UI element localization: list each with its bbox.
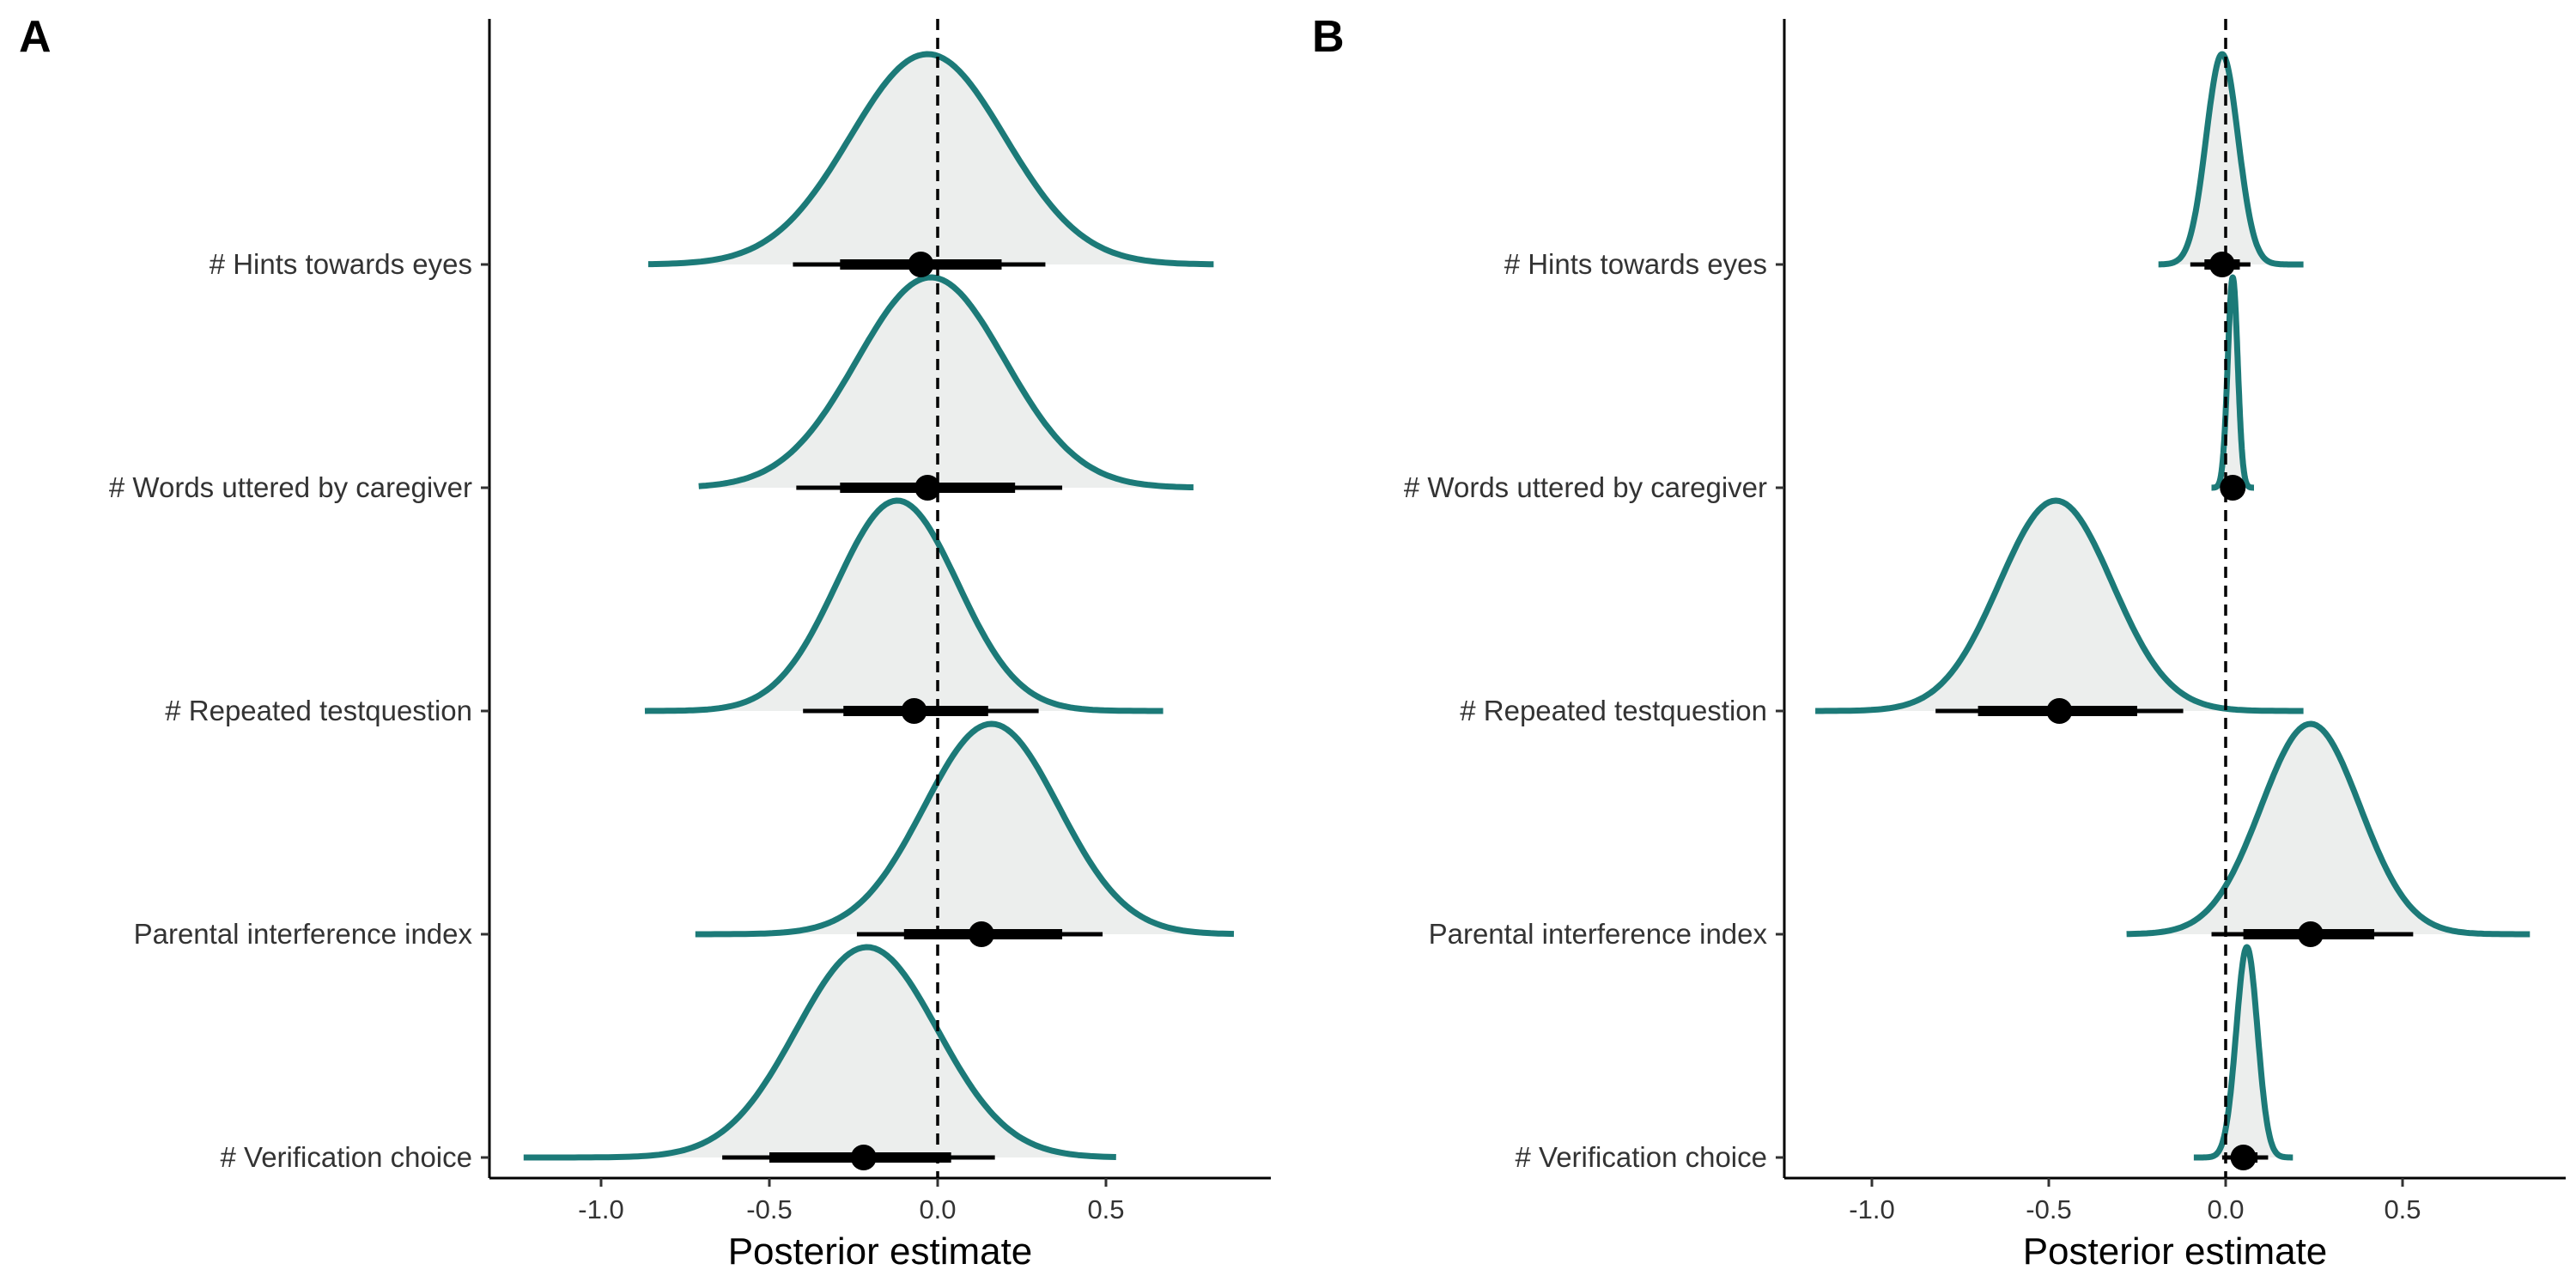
median-point-hints-towards-eyes bbox=[908, 252, 934, 277]
density-fill-words-uttered-by-caregiver bbox=[698, 277, 1194, 488]
x-axis-title: Posterior estimate bbox=[2023, 1230, 2328, 1273]
panel-letter: A bbox=[19, 12, 52, 62]
density-curve-verification-choice bbox=[523, 944, 1116, 1161]
y-tick-label: Parental interference index bbox=[1429, 918, 1768, 950]
x-axis-title: Posterior estimate bbox=[728, 1230, 1033, 1273]
density-fill-hints-towards-eyes bbox=[647, 54, 1214, 264]
density-fill-verification-choice bbox=[2193, 947, 2293, 1157]
y-tick-label: # Words uttered by caregiver bbox=[1404, 471, 1767, 503]
x-tick-label: -1.0 bbox=[578, 1194, 623, 1224]
density-fill-repeated-testquestion bbox=[645, 501, 1163, 711]
x-tick-label: -1.0 bbox=[1849, 1194, 1894, 1224]
median-point-verification-choice bbox=[2230, 1145, 2257, 1170]
density-curve-parental-interference-index bbox=[2126, 720, 2530, 938]
y-tick-label: # Verification choice bbox=[220, 1141, 472, 1173]
density-curve-words-uttered-by-caregiver bbox=[2208, 274, 2257, 491]
y-tick-label: Parental interference index bbox=[134, 918, 473, 950]
density-curve-verification-choice bbox=[2191, 944, 2295, 1161]
x-tick-label: 0.0 bbox=[919, 1194, 956, 1224]
x-tick-label: -0.5 bbox=[746, 1194, 792, 1224]
median-point-hints-towards-eyes bbox=[2208, 252, 2235, 277]
y-tick-label: # Words uttered by caregiver bbox=[109, 471, 472, 503]
x-tick-label: 0.5 bbox=[2384, 1194, 2421, 1224]
y-tick-label: # Hints towards eyes bbox=[210, 248, 472, 280]
density-curve-hints-towards-eyes bbox=[647, 51, 1214, 268]
median-point-repeated-testquestion bbox=[901, 698, 927, 724]
panel-b: B # Hints towards eyes # Words uttered by … bbox=[1312, 12, 2566, 1273]
y-tick-label: # Repeated testquestion bbox=[1460, 695, 1767, 726]
density-curve-repeated-testquestion bbox=[644, 497, 1163, 714]
median-point-words-uttered-by-caregiver bbox=[914, 475, 941, 501]
y-tick-label: # Hints towards eyes bbox=[1504, 248, 1767, 280]
median-point-repeated-testquestion bbox=[2046, 698, 2073, 724]
density-fill-repeated-testquestion bbox=[1815, 501, 2304, 711]
x-tick-label: -0.5 bbox=[2026, 1194, 2071, 1224]
y-tick-label: # Verification choice bbox=[1515, 1141, 1767, 1173]
density-fill-verification-choice bbox=[523, 947, 1116, 1157]
density-curve-hints-towards-eyes bbox=[2156, 51, 2306, 268]
median-point-parental-interference-index bbox=[2297, 921, 2324, 947]
panel-a: A # Hints towards eyes # Words uttered by … bbox=[19, 12, 1271, 1273]
panel-letter: B bbox=[1312, 12, 1345, 62]
x-tick-label: 0.0 bbox=[2207, 1194, 2244, 1224]
density-curve-repeated-testquestion bbox=[1815, 497, 2304, 714]
density-fill-parental-interference-index bbox=[2126, 724, 2530, 934]
median-point-verification-choice bbox=[850, 1145, 877, 1170]
density-fill-hints-towards-eyes bbox=[2158, 54, 2304, 264]
density-curve-words-uttered-by-caregiver bbox=[698, 274, 1194, 490]
x-tick-label: 0.5 bbox=[1087, 1194, 1124, 1224]
median-point-parental-interference-index bbox=[968, 921, 994, 947]
density-fill-words-uttered-by-caregiver bbox=[2211, 277, 2254, 488]
y-tick-label: # Repeated testquestion bbox=[165, 695, 472, 726]
median-point-words-uttered-by-caregiver bbox=[2220, 475, 2246, 501]
density-curve-parental-interference-index bbox=[695, 720, 1235, 938]
density-fill-parental-interference-index bbox=[695, 724, 1234, 934]
